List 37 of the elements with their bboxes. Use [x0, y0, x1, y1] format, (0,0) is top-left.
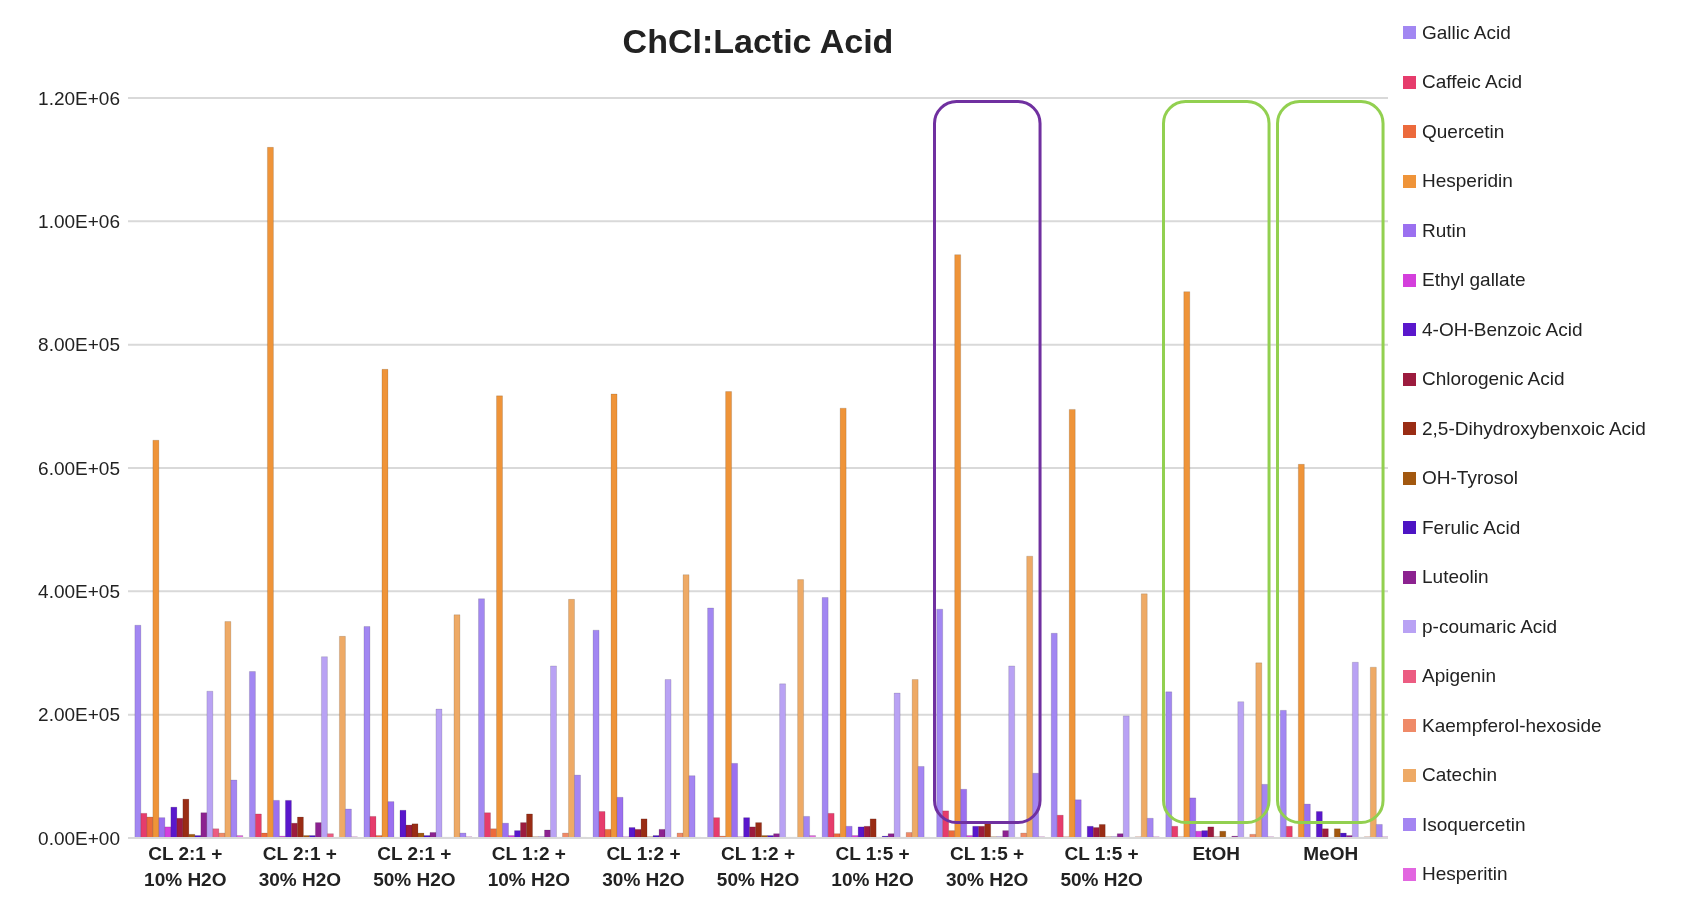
- y-tick-label: 0.00E+00: [38, 827, 120, 849]
- legend-label: Caffeic Acid: [1422, 71, 1522, 94]
- legend-label: Hesperidin: [1422, 170, 1513, 193]
- chart-title: ChCl:Lactic Acid: [621, 22, 895, 61]
- y-tick-label: 6.00E+05: [38, 457, 120, 479]
- legend-label: OH-Tyrosol: [1422, 467, 1519, 490]
- x-tick-label: CL 2:1 + 50% H2O: [373, 843, 456, 890]
- x-tick-label: EtOH: [1192, 843, 1240, 864]
- x-tick-label: MeOH: [1303, 843, 1359, 864]
- x-tick-label: CL 1:5 + 10% H2O: [831, 843, 914, 890]
- y-tick-label: 4.00E+05: [38, 581, 120, 603]
- legend-label: 2,5-Dihydroxybenxoic Acid: [1422, 417, 1646, 440]
- y-tick-label: 8.00E+05: [38, 334, 120, 356]
- legend-label: Isoquercetin: [1422, 813, 1526, 836]
- legend-label: Gallic Acid: [1422, 21, 1511, 44]
- legend-label: Ethyl gallate: [1422, 269, 1526, 292]
- legend-label: Chlorogenic Acid: [1422, 368, 1565, 391]
- legend-label: Ferulic Acid: [1422, 516, 1521, 539]
- legend-label: p-coumaric Acid: [1422, 615, 1558, 638]
- legend-label: Quercetin: [1422, 120, 1505, 143]
- legend-label: Rutin: [1422, 219, 1467, 242]
- x-tick-label: CL 1:2 + 30% H2O: [602, 843, 685, 890]
- legend-label: 4-OH-Benzoic Acid: [1422, 318, 1583, 341]
- y-tick-label: 2.00E+05: [38, 704, 120, 726]
- legend-label: Hesperitin: [1422, 863, 1508, 886]
- legend-label: Apigenin: [1422, 665, 1496, 688]
- legend-label: Catechin: [1422, 764, 1497, 787]
- x-tick-label: CL 1:2 + 10% H2O: [487, 843, 571, 890]
- x-tick-label: CL 2:1 + 10% H2O: [144, 843, 227, 890]
- legend-label: Luteolin: [1422, 566, 1489, 589]
- y-tick-label: 1.20E+06: [38, 87, 120, 109]
- x-tick-label: CL 2:1 + 30% H2O: [258, 843, 342, 890]
- x-tick-label: CL 1:5 + 30% H2O: [945, 843, 1029, 890]
- x-tick-label: CL 1:2 + 50% H2O: [716, 843, 800, 890]
- legend-label: Kaempferol-hexoside: [1422, 714, 1602, 737]
- y-tick-label: 1.00E+06: [38, 211, 120, 233]
- x-tick-label: CL 1:5 + 50% H2O: [1060, 843, 1143, 890]
